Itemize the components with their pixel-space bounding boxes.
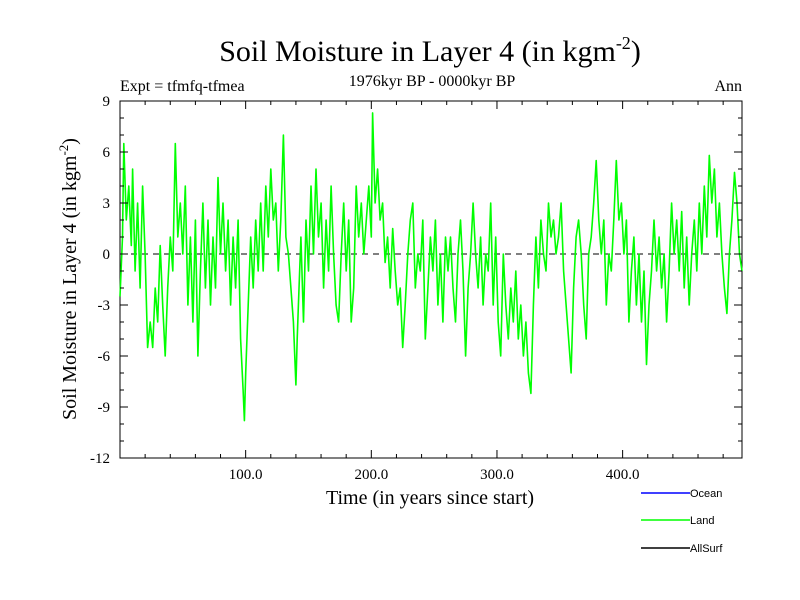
y-axis-label-close: ) (59, 138, 81, 145)
y-tick-label: 9 (103, 94, 111, 110)
chart-title-superscript: -2 (616, 33, 631, 53)
y-tick-label: -3 (98, 298, 111, 314)
season-label: Ann (714, 78, 742, 95)
chart-title-close: ) (631, 35, 641, 68)
y-tick-label: -12 (90, 451, 110, 467)
plot-area-frame (119, 100, 743, 459)
x-tick-label: 200.0 (354, 467, 388, 483)
x-tick-label: 100.0 (229, 467, 263, 483)
x-tick-label: 400.0 (606, 467, 640, 483)
x-axis-label: Time (in years since start) (326, 487, 534, 509)
y-axis-label-superscript: -2 (56, 145, 71, 156)
y-tick-label: -9 (98, 400, 111, 416)
land-series-line (119, 112, 743, 422)
y-tick-label: 0 (103, 247, 111, 263)
legend-label-allsurf: AllSurf (690, 543, 723, 555)
legend-label-ocean: Ocean (690, 488, 722, 500)
chart-title: Soil Moisture in Layer 4 (in kgm-2) (219, 33, 641, 68)
legend-label-land: Land (690, 515, 714, 527)
y-tick-label: -6 (98, 349, 111, 365)
y-axis-label: Soil Moisture in Layer 4 (in kgm-2) (56, 138, 81, 420)
chart-subtitle: 1976kyr BP - 0000kyr BP (349, 73, 516, 90)
y-axis: -12 -9 -6 -3 0 3 6 9 (90, 94, 742, 467)
x-axis: 100.0 200.0 300.0 400.0 (144, 101, 724, 483)
y-tick-label: 6 (103, 145, 111, 161)
experiment-label: Expt = tfmfq-tfmea (120, 78, 245, 95)
legend: Ocean Land AllSurf (641, 488, 723, 555)
x-tick-label: 300.0 (480, 467, 514, 483)
y-tick-label: 3 (103, 196, 111, 212)
